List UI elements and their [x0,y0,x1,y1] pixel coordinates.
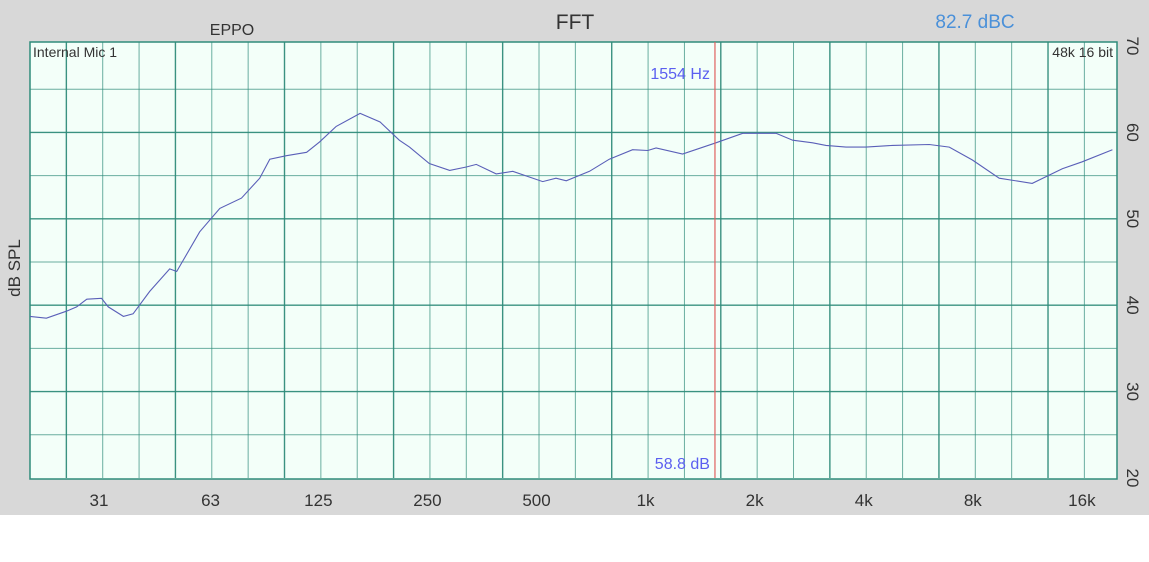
cursor-frequency-label: 1554 Hz [650,66,710,83]
spectrum-curve [29,112,1113,319]
device-name: EPPO [210,22,254,39]
chart-title: FFT [556,11,595,34]
format-label: 48k 16 bit [1052,44,1113,60]
x-tick-label: 8k [964,491,982,510]
level-readout: 82.7 dBC [935,12,1014,33]
y-tick-label: 20 [1123,469,1142,488]
x-tick-label: 16k [1068,491,1096,510]
x-tick-label: 2k [746,491,764,510]
x-tick-label: 4k [855,491,873,510]
y-tick-label: 40 [1123,296,1142,315]
y-tick-label: 50 [1123,209,1142,228]
y-axis-label: dB SPL [5,239,24,297]
x-tick-labels: 31 63 125 250 500 1k 2k 4k 8k 16k [90,491,1097,510]
y-tick-label: 60 [1123,123,1142,142]
x-tick-label: 31 [90,491,109,510]
x-tick-label: 1k [637,491,655,510]
x-tick-label: 250 [413,491,441,510]
x-tick-label: 63 [201,491,220,510]
y-tick-label: 70 [1123,37,1142,56]
plot-area[interactable] [29,41,1118,480]
input-label: Internal Mic 1 [33,44,117,60]
y-tick-label: 30 [1123,382,1142,401]
x-tick-label: 125 [304,491,332,510]
x-tick-label: 500 [522,491,550,510]
cursor-level-label: 58.8 dB [655,456,710,473]
y-tick-labels: 70 60 50 40 30 20 [1123,37,1142,488]
